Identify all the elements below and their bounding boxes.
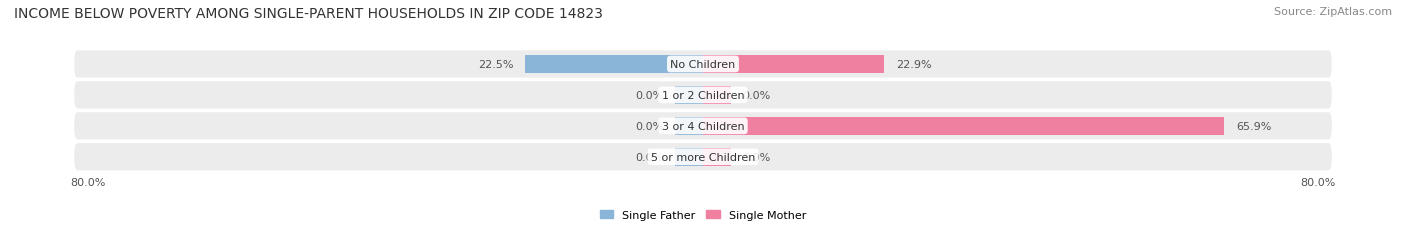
- Text: 0.0%: 0.0%: [636, 152, 664, 162]
- Text: INCOME BELOW POVERTY AMONG SINGLE-PARENT HOUSEHOLDS IN ZIP CODE 14823: INCOME BELOW POVERTY AMONG SINGLE-PARENT…: [14, 7, 603, 21]
- Text: 3 or 4 Children: 3 or 4 Children: [662, 121, 744, 131]
- Text: 0.0%: 0.0%: [742, 152, 770, 162]
- Text: 0.0%: 0.0%: [636, 121, 664, 131]
- Bar: [675, 148, 703, 166]
- Text: Source: ZipAtlas.com: Source: ZipAtlas.com: [1274, 7, 1392, 17]
- Text: 80.0%: 80.0%: [1301, 177, 1336, 187]
- Bar: [703, 117, 1225, 135]
- FancyBboxPatch shape: [75, 51, 1331, 78]
- Text: 1 or 2 Children: 1 or 2 Children: [662, 91, 744, 100]
- Bar: [675, 87, 703, 104]
- FancyBboxPatch shape: [75, 143, 1331, 171]
- FancyBboxPatch shape: [75, 82, 1331, 109]
- Text: 0.0%: 0.0%: [742, 91, 770, 100]
- Bar: [675, 117, 703, 135]
- Text: 65.9%: 65.9%: [1236, 121, 1271, 131]
- Bar: [703, 148, 731, 166]
- Bar: [703, 56, 884, 74]
- Text: 0.0%: 0.0%: [636, 91, 664, 100]
- Bar: [703, 87, 731, 104]
- Legend: Single Father, Single Mother: Single Father, Single Mother: [596, 205, 810, 224]
- Text: 22.9%: 22.9%: [896, 60, 932, 70]
- Text: 22.5%: 22.5%: [478, 60, 513, 70]
- FancyBboxPatch shape: [75, 113, 1331, 140]
- Bar: [524, 56, 703, 74]
- Text: No Children: No Children: [671, 60, 735, 70]
- Text: 80.0%: 80.0%: [70, 177, 105, 187]
- Text: 5 or more Children: 5 or more Children: [651, 152, 755, 162]
